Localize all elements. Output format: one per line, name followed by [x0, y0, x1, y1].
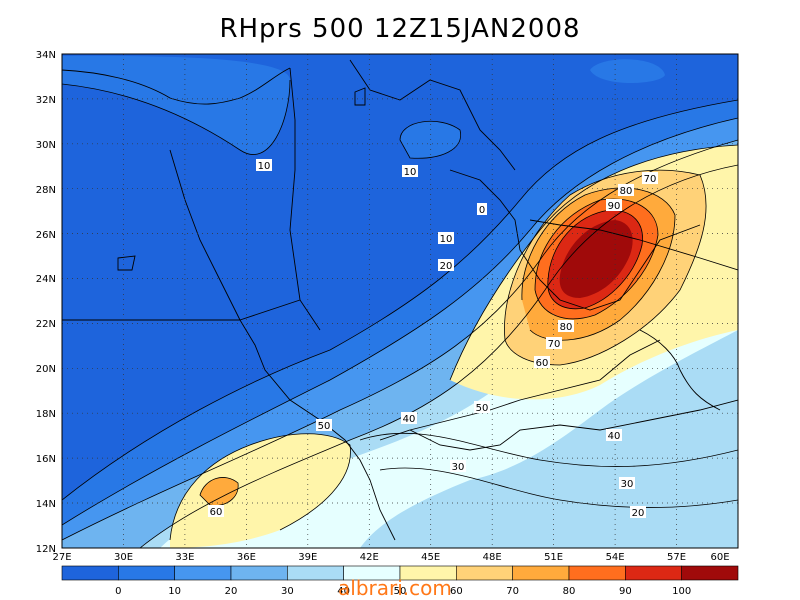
contour-label: 60 [210, 507, 223, 518]
legend-label: 40 [337, 586, 350, 597]
contour-label: 20 [440, 261, 453, 272]
lat-label: 30N [36, 140, 56, 151]
longitude-labels: 27E 30E 33E 36E 39E 42E 45E 48E 51E 54E … [52, 552, 729, 563]
legend-swatch [287, 565, 344, 581]
contour-label: 50 [318, 421, 331, 432]
legend-swatch [625, 565, 682, 581]
lon-label: 60E [710, 552, 729, 563]
lon-label: 48E [483, 552, 502, 563]
lat-label: 18N [36, 409, 56, 420]
lat-label: 14N [36, 499, 56, 510]
lat-label: 34N [36, 50, 56, 61]
lon-label: 39E [298, 552, 317, 563]
legend-label: 60 [450, 586, 463, 597]
legend-swatch [174, 565, 232, 581]
contour-label: 80 [560, 322, 573, 333]
contour-label: 0 [479, 205, 485, 216]
contour-label: 30 [452, 462, 465, 473]
legend-swatch [230, 565, 288, 581]
watermark: albrari.com [338, 576, 452, 600]
contour-label: 90 [608, 201, 621, 212]
plot-frame [61, 53, 739, 549]
color-legend: 0 10 20 30 40 50 60 70 80 90 100 [61, 565, 739, 597]
filled-contours [62, 54, 738, 548]
coastlines [62, 59, 738, 541]
legend-swatch [568, 565, 626, 581]
legend-swatch [681, 565, 739, 581]
legend-label: 0 [115, 586, 121, 597]
lon-label: 36E [237, 552, 256, 563]
latitude-labels: 34N 32N 30N 28N 26N 24N 22N 20N 18N 16N … [36, 50, 56, 555]
legend-label: 80 [563, 586, 576, 597]
lon-label: 27E [52, 552, 71, 563]
lon-label: 57E [667, 552, 686, 563]
lat-label: 26N [36, 230, 56, 241]
contour-label: 60 [536, 358, 549, 369]
contour-label: 20 [632, 508, 645, 519]
legend-label: 70 [506, 586, 519, 597]
legend-label: 30 [281, 586, 294, 597]
lon-label: 30E [114, 552, 133, 563]
contour-label: 10 [404, 167, 417, 178]
lat-label: 22N [36, 319, 56, 330]
lon-label: 54E [606, 552, 625, 563]
contour-label: 80 [620, 186, 633, 197]
contour-label: 70 [644, 174, 657, 185]
legend-swatch [118, 565, 175, 581]
contour-label: 10 [258, 161, 271, 172]
legend-label: 20 [225, 586, 238, 597]
legend-label: 100 [672, 586, 691, 597]
contour-label: 70 [548, 339, 561, 350]
contour-label: 10 [440, 234, 453, 245]
contour-labels: 10 10 0 10 20 80 90 70 80 70 60 50 40 50… [208, 159, 658, 519]
map-title: RHprs 500 12Z15JAN2008 [219, 14, 581, 44]
legend-label: 10 [168, 586, 181, 597]
lon-label: 45E [421, 552, 440, 563]
legend-swatch [61, 565, 119, 581]
legend-swatch [512, 565, 570, 581]
contour-label: 50 [476, 403, 489, 414]
lat-label: 16N [36, 454, 56, 465]
lat-label: 24N [36, 274, 56, 285]
lat-label: 32N [36, 95, 56, 106]
contour-label: 40 [608, 431, 621, 442]
contour-lines [62, 79, 738, 548]
contour-label: 40 [403, 414, 416, 425]
contour-label: 30 [621, 479, 634, 490]
lat-label: 28N [36, 185, 56, 196]
lon-label: 42E [360, 552, 379, 563]
legend-label: 90 [619, 586, 632, 597]
legend-label: 50 [394, 586, 407, 597]
legend-swatch [456, 565, 513, 581]
lat-label: 20N [36, 364, 56, 375]
lon-label: 33E [175, 552, 194, 563]
lon-label: 51E [544, 552, 563, 563]
lat-label: 12N [36, 544, 56, 555]
